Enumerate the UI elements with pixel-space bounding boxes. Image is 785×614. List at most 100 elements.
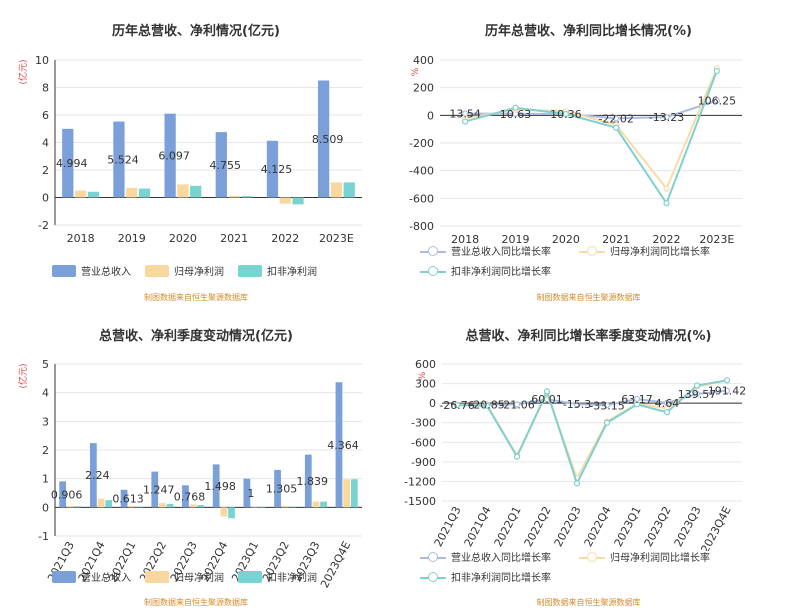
panel-quarterly-growth: 总营收、净利同比增长率季度变动情况(%) -1500 -1200 -900 -600-… — [392, 307, 785, 614]
legend-item-ex-growth[interactable]: 扣非净利润同比增长率 — [420, 263, 551, 278]
legend-item-parent-growth[interactable]: 归母净利润同比增长率 — [579, 243, 710, 258]
bar — [317, 80, 330, 198]
data-label: 139.57 — [678, 388, 717, 401]
y-tick-label: -600 — [411, 436, 436, 449]
legend-label: 归母净利润 — [174, 267, 224, 278]
legend-label: 归母净利润同比增长率 — [610, 553, 710, 564]
legend: 营业总收入同比增长率 归母净利润同比增长率 扣非净利润同比增长率 — [392, 243, 785, 279]
legend-item-net-profit-ex[interactable]: 扣非净利润 — [238, 263, 317, 278]
legend-item-revenue[interactable]: 营业总收入 — [52, 263, 131, 278]
x-tick-label: 2018 — [451, 233, 479, 246]
data-point — [663, 185, 670, 192]
bar — [136, 506, 143, 508]
annual-growth-line-chart: -800 -600 -400 -200 0 200 400% 2018 2019 2020 2021… — [409, 54, 742, 246]
bar — [164, 113, 176, 198]
legend-item-revenue-growth[interactable]: 营业总收入同比增长率 — [420, 549, 551, 564]
data-label: 0.906 — [51, 488, 83, 501]
legend-item-parent-growth[interactable]: 归母净利润同比增长率 — [579, 549, 710, 564]
data-point — [663, 409, 671, 416]
legend-item-parent-profit[interactable]: 归母净利润 — [145, 569, 224, 584]
y-tick-label: -1200 — [404, 475, 436, 488]
data-label: -21.06 — [499, 399, 534, 412]
quarterly-bar-chart: -1012345(亿元)2021Q32021Q42022Q12022Q22022… — [17, 358, 362, 590]
bar — [215, 132, 227, 198]
y-tick-label: -800 — [409, 220, 434, 233]
data-point — [723, 387, 731, 394]
data-source-note: 制图数据来自恒生聚源数据库 — [536, 598, 641, 607]
bar — [292, 197, 304, 205]
y-tick-label: -600 — [409, 192, 434, 205]
legend-item-net-profit-ex[interactable]: 扣非净利润 — [238, 569, 317, 584]
legend-swatch — [238, 570, 262, 583]
data-point — [723, 377, 731, 384]
bar — [89, 443, 97, 508]
data-point — [453, 401, 461, 409]
series-line — [465, 99, 718, 120]
y-tick-label: -1 — [38, 530, 49, 543]
data-label: 4.64 — [655, 397, 680, 410]
legend-item-parent-profit[interactable]: 归母净利润 — [145, 263, 224, 278]
bar — [212, 464, 220, 508]
data-label: 60.01 — [531, 393, 563, 406]
bar — [343, 479, 351, 508]
legend-item-revenue-growth[interactable]: 营业总收入同比增长率 — [420, 243, 551, 258]
data-point — [713, 97, 720, 104]
bar — [182, 485, 189, 508]
legend: 营业总收入同比增长率 归母净利润同比增长率 扣非净利润同比增长率 — [392, 549, 785, 585]
bar — [228, 195, 240, 198]
data-label: -26.76 — [439, 399, 474, 412]
y-tick-label: 10 — [35, 54, 49, 67]
chart-title: 总营收、净利季度变动情况(亿元) — [99, 329, 293, 344]
legend-swatch — [420, 571, 446, 583]
legend-swatch — [145, 264, 169, 277]
data-label: 6.097 — [158, 150, 190, 163]
data-label: 106.25 — [698, 95, 737, 108]
data-label: 1.247 — [143, 483, 175, 496]
x-tick-label: 2023Q1 — [612, 504, 644, 549]
x-tick-label: 2023Q4E — [698, 504, 733, 551]
data-label: 4.994 — [56, 157, 88, 170]
bar — [220, 507, 228, 517]
data-label: 2.24 — [85, 469, 110, 482]
y-tick-label: 1 — [42, 473, 49, 486]
panel-annual-revenue-profit: 历年总营收、净利情况(亿元) -2 0 2 4 6 8 10 (亿元) 2018 2019 2020… — [0, 0, 392, 307]
data-point — [603, 419, 611, 426]
bar — [177, 184, 189, 198]
bar — [243, 478, 251, 508]
x-tick-label: 2020 — [169, 232, 197, 245]
data-point — [613, 115, 620, 122]
legend-item-revenue[interactable]: 营业总收入 — [52, 569, 131, 584]
x-tick-label: 2022 — [271, 232, 299, 245]
x-tick-label: 2020 — [552, 233, 580, 246]
x-tick-label: 2021Q4 — [462, 504, 494, 549]
bar — [159, 503, 166, 508]
bar — [335, 382, 343, 508]
data-label: -22.02 — [598, 112, 633, 125]
x-tick-label: 2021 — [220, 232, 248, 245]
legend-swatch — [579, 551, 605, 563]
legend-label: 归母净利润同比增长率 — [610, 247, 710, 258]
bar — [266, 140, 279, 198]
bar — [274, 469, 281, 508]
bar — [151, 471, 159, 508]
quarterly-growth-line-chart: -1500 -1200 -900 -600 -300 0 300 600% 2021Q32021… — [404, 358, 746, 551]
x-tick-label: 2021Q3 — [432, 504, 464, 549]
x-tick-label: 2023Q3 — [672, 504, 704, 549]
bar — [279, 197, 291, 204]
legend: 营业总收入 归母净利润 扣非净利润 — [0, 569, 392, 585]
y-tick-label: 5 — [42, 358, 49, 371]
data-point — [573, 401, 581, 408]
bar — [343, 182, 355, 198]
y-tick-label: 6 — [42, 109, 49, 122]
data-point — [512, 104, 519, 111]
bar — [59, 481, 67, 508]
data-label: 1.498 — [204, 480, 236, 493]
y-axis-label: % — [418, 371, 428, 380]
x-tick-label: 2023Q2 — [642, 504, 674, 549]
data-point — [613, 124, 620, 131]
series-line — [456, 379, 728, 487]
bar — [258, 507, 266, 508]
bar — [320, 501, 328, 508]
bar — [66, 505, 74, 508]
legend-item-ex-growth[interactable]: 扣非净利润同比增长率 — [420, 569, 551, 584]
